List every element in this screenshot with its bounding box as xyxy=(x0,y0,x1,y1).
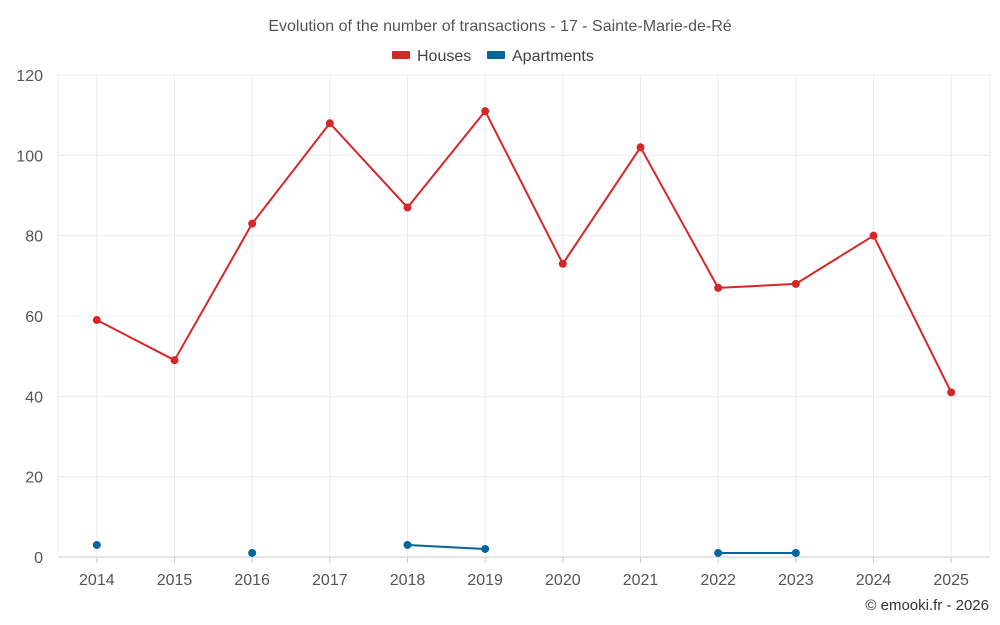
x-axis: 2014 2015 2016 2017 2018 2019 2020 2021 2022 2023… xyxy=(79,557,969,589)
x-tick-label: 2025 xyxy=(933,572,969,589)
legend: Houses Apartments xyxy=(392,48,594,65)
data-point-apartments-2018[interactable] xyxy=(403,540,412,549)
legend-item-houses[interactable]: Houses xyxy=(392,48,471,65)
data-point-houses-2019[interactable] xyxy=(481,107,490,116)
data-point-houses-2014[interactable] xyxy=(92,316,101,325)
series-line-apartments xyxy=(407,543,486,550)
legend-swatch-apartments xyxy=(487,51,505,59)
data-point-apartments-2019[interactable] xyxy=(481,544,490,553)
data-point-houses-2017[interactable] xyxy=(325,119,334,128)
series-houses xyxy=(92,107,956,397)
data-point-apartments-2022[interactable] xyxy=(714,548,723,557)
series-line-houses xyxy=(96,110,953,393)
y-axis: 0 20 40 60 80 100 120 xyxy=(16,68,43,567)
y-tick-label: 80 xyxy=(25,229,43,246)
data-point-houses-2024[interactable] xyxy=(869,231,878,240)
y-tick-label: 20 xyxy=(25,470,43,487)
data-point-houses-2021[interactable] xyxy=(636,143,645,152)
data-point-houses-2022[interactable] xyxy=(714,283,723,292)
chart-title: Evolution of the number of transactions … xyxy=(268,18,731,35)
x-tick-label: 2019 xyxy=(467,572,503,589)
x-tick-label: 2018 xyxy=(390,572,426,589)
data-point-houses-2016[interactable] xyxy=(248,219,257,228)
x-tick-label: 2017 xyxy=(312,572,348,589)
y-tick-label: 0 xyxy=(34,550,43,567)
x-tick-label: 2015 xyxy=(157,572,193,589)
x-tick-label: 2022 xyxy=(700,572,736,589)
x-tick-label: 2024 xyxy=(856,572,892,589)
series-layer xyxy=(92,107,956,557)
legend-label-houses: Houses xyxy=(417,48,471,65)
grid xyxy=(57,74,991,558)
data-point-houses-2018[interactable] xyxy=(403,203,412,212)
x-tick-label: 2016 xyxy=(234,572,270,589)
data-point-houses-2020[interactable] xyxy=(558,259,567,268)
legend-item-apartments[interactable]: Apartments xyxy=(487,48,594,65)
y-tick-label: 120 xyxy=(16,68,43,85)
data-point-houses-2015[interactable] xyxy=(170,356,179,365)
data-point-houses-2025[interactable] xyxy=(947,388,956,397)
x-tick-label: 2014 xyxy=(79,572,115,589)
x-tick-label: 2020 xyxy=(545,572,581,589)
x-tick-label: 2021 xyxy=(623,572,659,589)
x-tick-label: 2023 xyxy=(778,572,814,589)
legend-label-apartments: Apartments xyxy=(512,48,594,65)
data-point-apartments-2016[interactable] xyxy=(248,548,257,557)
legend-swatch-houses xyxy=(392,51,410,59)
y-tick-label: 40 xyxy=(25,389,43,406)
data-point-houses-2023[interactable] xyxy=(791,279,800,288)
data-point-apartments-2023[interactable] xyxy=(791,548,800,557)
y-tick-label: 100 xyxy=(16,148,43,165)
data-point-apartments-2014[interactable] xyxy=(92,540,101,549)
y-tick-label: 60 xyxy=(25,309,43,326)
credit-text: © emooki.fr - 2026 xyxy=(865,597,989,614)
series-apartments xyxy=(92,540,800,557)
